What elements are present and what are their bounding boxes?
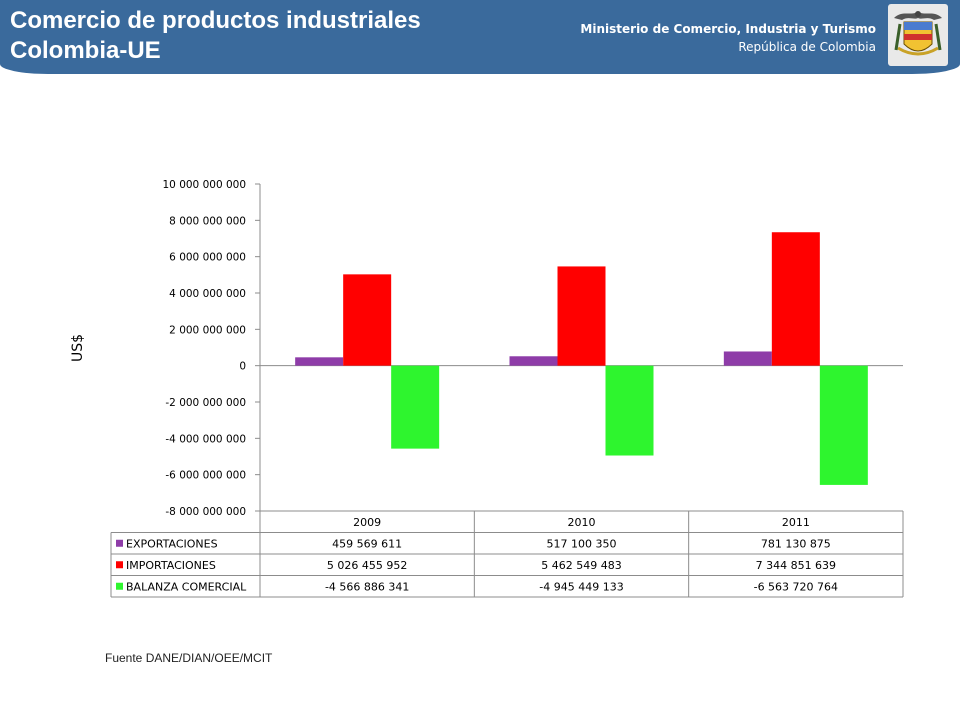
- shield-band: [904, 34, 932, 40]
- legend-key-importaciones: [116, 561, 123, 569]
- y-tick-label: 0: [239, 361, 246, 373]
- y-tick-label: 10 000 000 000: [163, 179, 247, 191]
- y-tick-label: -6 000 000 000: [165, 470, 246, 482]
- motto-ribbon: [897, 46, 939, 56]
- bar-exportaciones-2010: [509, 356, 558, 366]
- y-tick-label: 4 000 000 000: [169, 288, 246, 300]
- bar-balanza-comercial-2010: [605, 365, 654, 456]
- shield-chief: [904, 22, 932, 30]
- y-axis-label: US$: [70, 334, 86, 362]
- data-table-value: -4 945 449 133: [539, 580, 623, 593]
- category-label: 2009: [353, 516, 381, 529]
- data-table-value: 459 569 611: [332, 537, 402, 550]
- coat-of-arms-icon: [888, 4, 948, 66]
- y-tick-label: -2 000 000 000: [165, 397, 246, 409]
- bar-exportaciones-2009: [295, 357, 344, 366]
- legend-label: EXPORTACIONES: [126, 537, 218, 550]
- category-label: 2010: [568, 516, 596, 529]
- data-table-value: 517 100 350: [547, 537, 617, 550]
- bar-balanza-comercial-2009: [391, 365, 440, 449]
- ministry-block: Ministerio de Comercio, Industria y Turi…: [580, 20, 876, 56]
- bar-importaciones-2009: [343, 274, 392, 366]
- bar-exportaciones-2011: [723, 351, 772, 366]
- y-tick-label: 2 000 000 000: [169, 324, 246, 336]
- data-table-value: -6 563 720 764: [754, 580, 838, 593]
- data-table-value: -4 566 886 341: [325, 580, 409, 593]
- bar-importaciones-2010: [557, 266, 606, 366]
- y-tick-label: 6 000 000 000: [169, 252, 246, 264]
- data-table-value: 5 462 549 483: [541, 559, 621, 572]
- legend-label: BALANZA COMERCIAL: [126, 580, 247, 593]
- republic-name: República de Colombia: [738, 40, 876, 54]
- data-table-value: 781 130 875: [761, 537, 831, 550]
- coat-of-arms-graphic: [894, 11, 942, 56]
- legend-key-balanza-comercial: [116, 582, 123, 590]
- bar-balanza-comercial-2011: [819, 365, 868, 485]
- plot-area: 10 000 000 000 8 000 000 000 6 000 000 000…: [110, 179, 904, 598]
- legend-key-exportaciones: [116, 539, 123, 547]
- legend-label: IMPORTACIONES: [126, 559, 216, 572]
- data-table-value: 7 344 851 639: [756, 559, 836, 572]
- y-tick-label: -4 000 000 000: [165, 433, 246, 445]
- ministry-name: Ministerio de Comercio, Industria y Turi…: [580, 22, 876, 36]
- flags-icon: [894, 23, 942, 51]
- page-title-line2: Colombia-UE: [10, 37, 161, 64]
- condor-head: [915, 11, 921, 17]
- bar-importaciones-2011: [771, 232, 820, 366]
- y-tick-label: -8 000 000 000: [165, 506, 246, 518]
- category-label: 2011: [782, 516, 810, 529]
- y-tick-label: 8 000 000 000: [169, 215, 246, 227]
- page-title-line1: Comercio de productos industriales: [10, 7, 421, 34]
- data-table-value: 5 026 455 952: [327, 559, 407, 572]
- header-banner: Comercio de productos industriales Colom…: [0, 0, 960, 74]
- source-note: Fuente DANE/DIAN/OEE/MCIT: [105, 651, 273, 665]
- page-title: Comercio de productos industriales Colom…: [10, 6, 421, 66]
